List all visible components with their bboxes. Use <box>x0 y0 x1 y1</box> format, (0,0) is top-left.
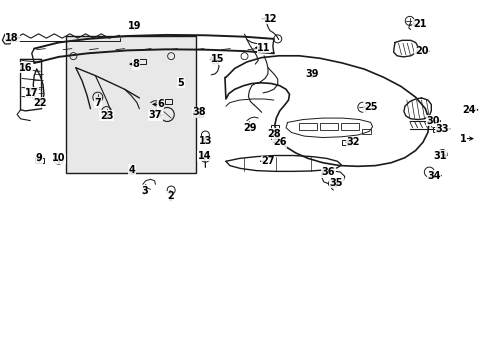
Text: 9: 9 <box>36 153 42 163</box>
Text: 33: 33 <box>435 124 448 134</box>
Text: 8: 8 <box>132 59 139 69</box>
Text: 29: 29 <box>243 123 257 133</box>
Bar <box>193 111 203 117</box>
Text: 28: 28 <box>266 129 280 139</box>
Bar <box>271 125 278 130</box>
Text: 32: 32 <box>346 137 359 147</box>
Text: 20: 20 <box>414 46 427 56</box>
Text: 36: 36 <box>321 167 335 177</box>
Text: 4: 4 <box>128 165 135 175</box>
Bar <box>432 127 439 132</box>
Bar <box>271 134 278 139</box>
Text: 2: 2 <box>166 191 173 201</box>
Text: 26: 26 <box>272 137 286 147</box>
Text: 38: 38 <box>192 107 206 117</box>
Bar <box>342 140 350 145</box>
Bar <box>66 36 195 173</box>
Text: 16: 16 <box>19 63 32 73</box>
Bar <box>35 158 44 163</box>
Text: 25: 25 <box>363 102 377 112</box>
Text: 10: 10 <box>52 153 65 163</box>
Text: 12: 12 <box>263 14 277 24</box>
Text: 18: 18 <box>5 33 19 43</box>
Text: 31: 31 <box>432 150 446 161</box>
Text: 21: 21 <box>412 19 426 30</box>
Text: 34: 34 <box>427 171 440 181</box>
Text: 11: 11 <box>257 42 270 53</box>
Bar <box>165 99 172 104</box>
Text: 1: 1 <box>459 134 466 144</box>
Text: 15: 15 <box>210 54 224 64</box>
Bar <box>320 123 338 130</box>
Text: 6: 6 <box>157 99 163 109</box>
Bar <box>341 123 359 130</box>
Text: 27: 27 <box>261 156 274 166</box>
Text: 39: 39 <box>305 69 318 79</box>
Bar <box>139 59 145 64</box>
Text: 14: 14 <box>197 150 211 161</box>
Text: 37: 37 <box>148 110 162 120</box>
Text: 13: 13 <box>198 136 212 146</box>
Text: 35: 35 <box>329 178 343 188</box>
Text: 19: 19 <box>127 21 141 31</box>
Text: 23: 23 <box>100 111 113 121</box>
Text: 17: 17 <box>25 88 39 98</box>
Text: 5: 5 <box>177 78 184 88</box>
Text: 22: 22 <box>33 98 47 108</box>
Text: 24: 24 <box>462 105 475 115</box>
Text: 7: 7 <box>94 98 101 108</box>
Bar <box>299 123 316 130</box>
Text: 3: 3 <box>141 186 147 196</box>
Bar <box>361 129 370 134</box>
Text: 30: 30 <box>425 116 439 126</box>
